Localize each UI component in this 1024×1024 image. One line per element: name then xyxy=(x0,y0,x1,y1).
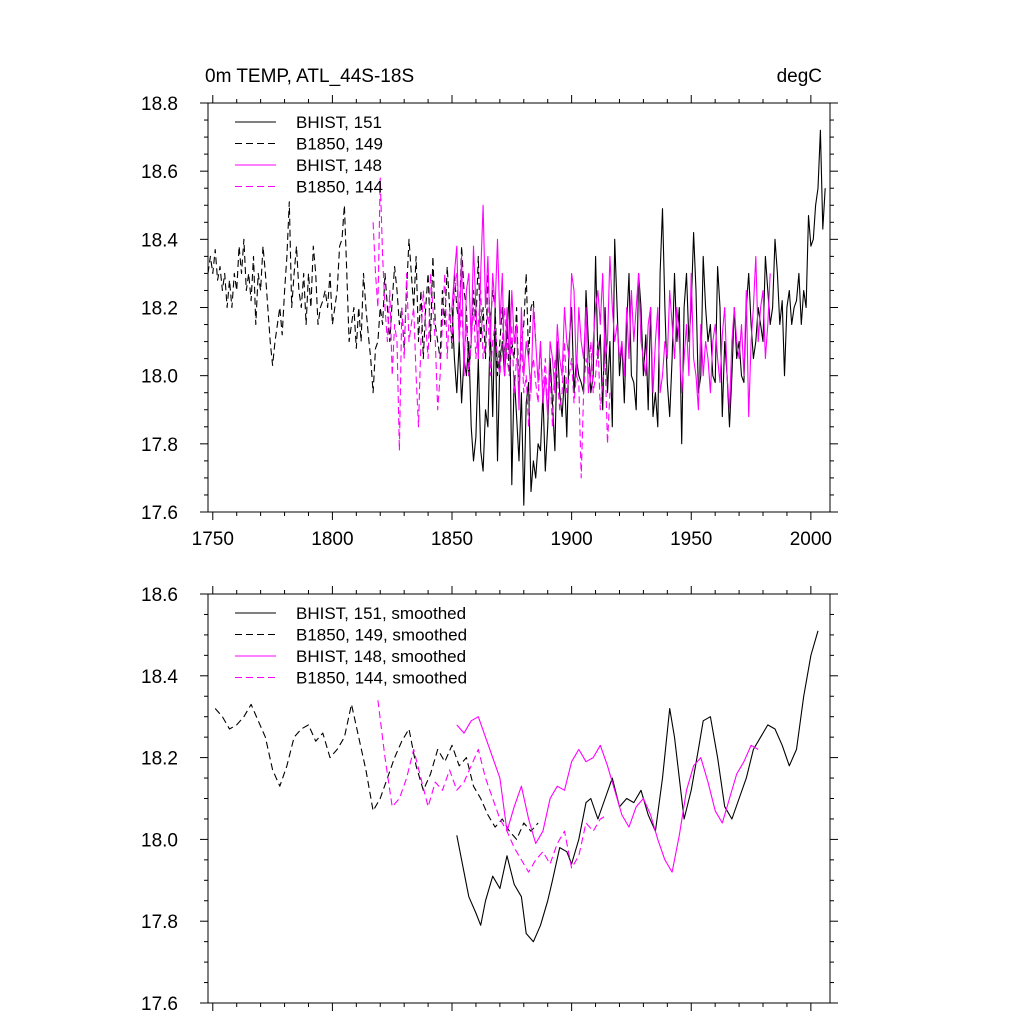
x-tick-label: 2000 xyxy=(790,529,832,550)
legend-label: B1850, 149 xyxy=(296,135,383,154)
axes-layer: 1750 1800 1850 1900 1950 2000 17.6 17.8 18.0 18.2… xyxy=(141,94,838,550)
y-tick-label: 18.4 xyxy=(141,667,178,688)
y-tick-label: 17.6 xyxy=(141,503,178,524)
series-line-b1850-144-smoothed xyxy=(377,700,608,873)
y-tick-label: 18.4 xyxy=(141,230,178,251)
y-tick-label: 18.6 xyxy=(141,585,178,606)
x-tick-label: 1900 xyxy=(550,529,592,550)
legend-label: BHIST, 151 xyxy=(296,113,382,132)
smoothed-temperature-panel: 17.6 17.8 18.0 18.2 18.4 18.6 BHIST, 151, smo… xyxy=(141,585,838,1015)
legend-label: B1850, 144 xyxy=(296,178,383,197)
legend-label: BHIST, 151, smoothed xyxy=(296,604,466,623)
legend-label: B1850, 149, smoothed xyxy=(296,626,467,645)
legend-label: BHIST, 148, smoothed xyxy=(296,647,466,666)
series-layer xyxy=(207,129,826,506)
series-line-bhist-148 xyxy=(451,204,771,418)
series-line-b1850-149-smoothed xyxy=(214,703,539,840)
x-tick-label: 1800 xyxy=(311,529,353,550)
units-label: degC xyxy=(777,66,822,87)
x-tick-label: 1850 xyxy=(431,529,473,550)
legend: BHIST, 151, smoothed B1850, 149, smoothed… xyxy=(235,604,467,688)
y-tick-label: 18.2 xyxy=(141,299,178,320)
y-tick-label: 18.0 xyxy=(141,830,178,851)
x-tick-label: 1950 xyxy=(670,529,712,550)
chart-title: 0m TEMP, ATL_44S-18S xyxy=(205,66,414,87)
y-tick-label: 18.0 xyxy=(141,367,178,388)
y-tick-label: 18.8 xyxy=(141,94,178,115)
series-line-bhist-151-smoothed xyxy=(456,630,819,943)
y-tick-label: 18.2 xyxy=(141,749,178,770)
y-tick-label: 17.8 xyxy=(141,912,178,933)
series-line-b1850-149 xyxy=(207,201,537,394)
legend: BHIST, 151 B1850, 149 BHIST, 148 B1850, 144 xyxy=(235,113,383,197)
legend-label: B1850, 144, smoothed xyxy=(296,669,467,688)
x-tick-label: 1750 xyxy=(192,529,234,550)
temperature-panel: 0m TEMP, ATL_44S-18S degC 1750 1800 1850 19… xyxy=(141,66,838,550)
y-tick-label: 18.6 xyxy=(141,162,178,183)
legend-label: BHIST, 148 xyxy=(296,156,382,175)
y-tick-label: 17.8 xyxy=(141,435,178,456)
axes-layer: 17.6 17.8 18.0 18.2 18.4 18.6 xyxy=(141,585,838,1015)
series-layer xyxy=(214,630,819,943)
y-tick-label: 17.6 xyxy=(141,994,178,1015)
